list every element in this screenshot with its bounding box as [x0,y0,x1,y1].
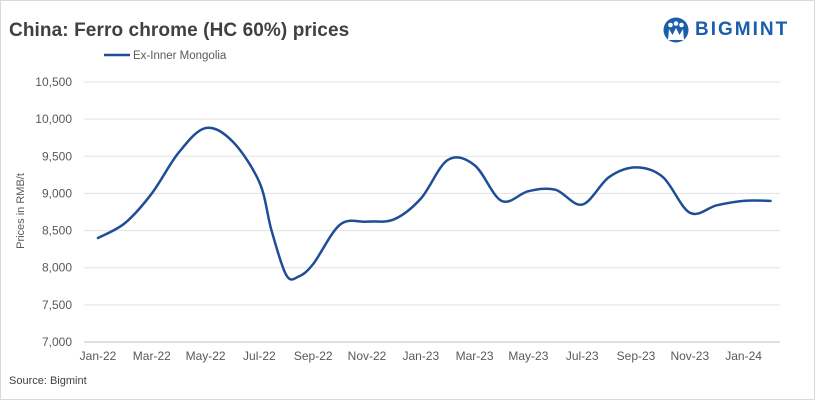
x-tick-label: Jan-23 [402,349,439,363]
y-tick-label: 9,500 [42,149,72,163]
x-tick-label: Nov-23 [670,349,709,363]
y-axis-label: Prices in RMB/t [15,173,27,249]
x-tick-label: Sep-23 [617,349,656,363]
gridlines [84,81,780,306]
legend[interactable]: Ex-Inner Mongolia [104,50,227,62]
series-line-ex-inner-mongolia [96,126,772,281]
source-note: Source: Bigmint [9,375,87,387]
x-tick-label: Mar-22 [133,349,171,363]
y-tick-label: 10,500 [35,75,72,89]
x-tick-label: Jul-22 [243,349,276,363]
logo-text: BIGMINT [695,19,790,40]
x-tick-label: May-22 [186,349,226,363]
y-tick-label: 8,500 [42,224,72,238]
x-tick-label: May-23 [508,349,548,363]
bigmint-logo-icon [663,17,689,43]
x-tick-label: Jan-24 [725,349,762,363]
y-axis-ticks: 7,000 7,500 8,000 8,500 9,000 9,500 10,000 10,5… [35,75,72,349]
x-tick-label: Sep-22 [294,349,333,363]
y-tick-label: 7,500 [42,298,72,312]
y-tick-label: 9,000 [42,186,72,200]
x-tick-label: Nov-22 [348,349,387,363]
y-tick-label: 8,000 [42,261,72,275]
x-axis-ticks: Jan-22 Mar-22 May-22 Jul-22 Sep-22 Nov-22 Jan-… [80,349,763,363]
y-tick-label: 10,000 [35,112,72,126]
x-tick-label: Jul-23 [566,349,599,363]
bigmint-logo[interactable]: BIGMINT [663,15,789,45]
x-tick-label: Mar-23 [456,349,494,363]
legend-label: Ex-Inner Mongolia [133,50,227,62]
y-tick-label: 7,000 [42,335,72,349]
x-tick-label: Jan-22 [80,349,117,363]
chart-title: China: Ferro chrome (HC 60%) prices [9,20,350,41]
